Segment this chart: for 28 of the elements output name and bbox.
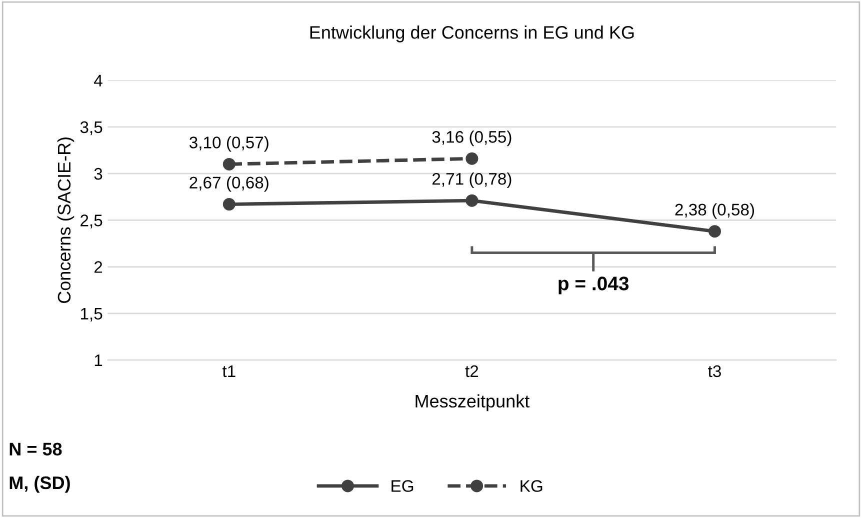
y-tick-label: 3,5: [80, 121, 102, 136]
y-tick-label: 4: [94, 74, 102, 86]
x-tick-label: t2: [465, 365, 478, 378]
annotation: p = .043: [558, 276, 629, 294]
y-axis-title: Concerns (SACIE-R): [57, 137, 74, 304]
data-label: 2,38 (0,58): [675, 203, 754, 219]
x-axis-title: Messzeitpunkt: [416, 394, 530, 412]
point: [708, 225, 721, 238]
legend-label: EG: [392, 480, 414, 492]
legend-label: KG: [520, 480, 542, 492]
point: [466, 194, 478, 207]
y-tick-label: 2: [94, 261, 102, 273]
data-label: 3,16 (0,55): [432, 130, 512, 146]
text: M, (SD): [10, 476, 70, 493]
y-tick-label: 1: [94, 354, 102, 366]
y-tick-label: 1,5: [80, 308, 102, 322]
data-label: 2,71 (0,78): [432, 172, 512, 188]
y-tick-label: 2,5: [80, 214, 102, 228]
data-label: 2,67 (0,68): [190, 176, 268, 192]
chart-title: Entwicklung der Concerns in EG und KG: [310, 26, 634, 42]
x-tick-label: t3: [708, 365, 721, 378]
point: [466, 152, 478, 165]
point: [222, 198, 236, 211]
text: N = 58: [10, 442, 62, 456]
y-tick-label: 3: [94, 168, 102, 180]
x-tick-label: t1: [222, 365, 236, 378]
data-label: 3,10 (0,57): [189, 136, 268, 152]
point: [222, 158, 236, 170]
